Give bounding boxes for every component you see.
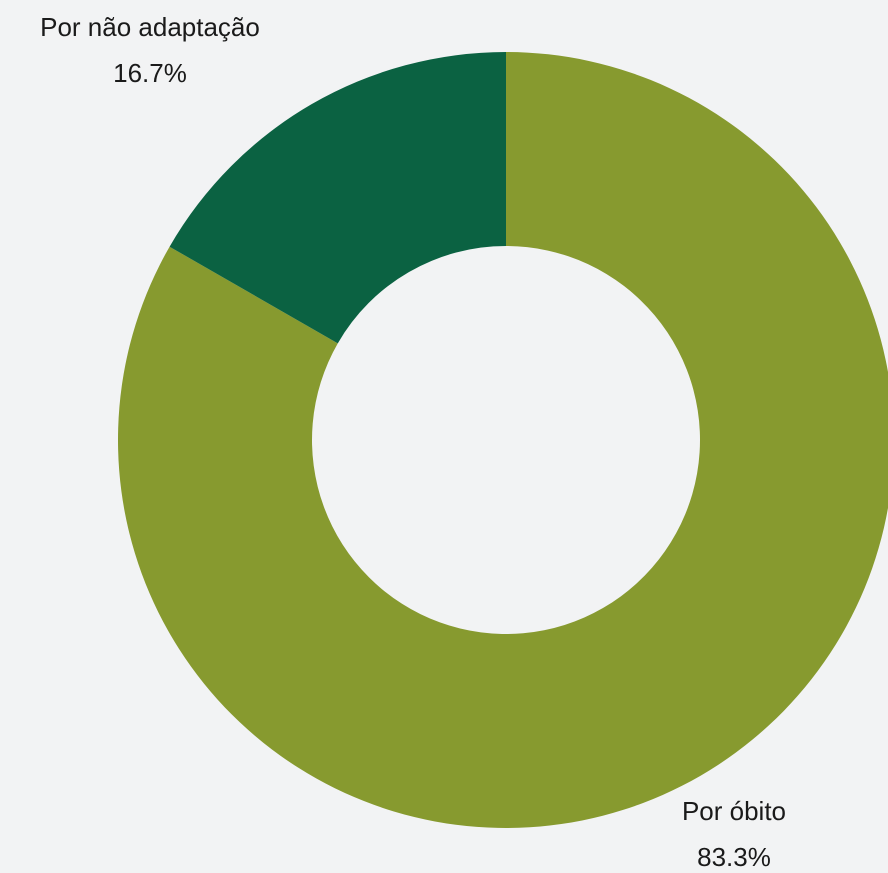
slice-por-obito [118,52,888,828]
slice-por-nao-adaptacao [169,52,506,344]
slices-group [118,52,888,828]
slice-value-por-nao-adaptacao: 16.7% [113,58,187,88]
slice-label-por-obito: Por óbito [682,796,786,826]
slice-value-por-obito: 83.3% [697,842,771,868]
slice-label-por-nao-adaptacao: Por não adaptação [40,12,260,42]
